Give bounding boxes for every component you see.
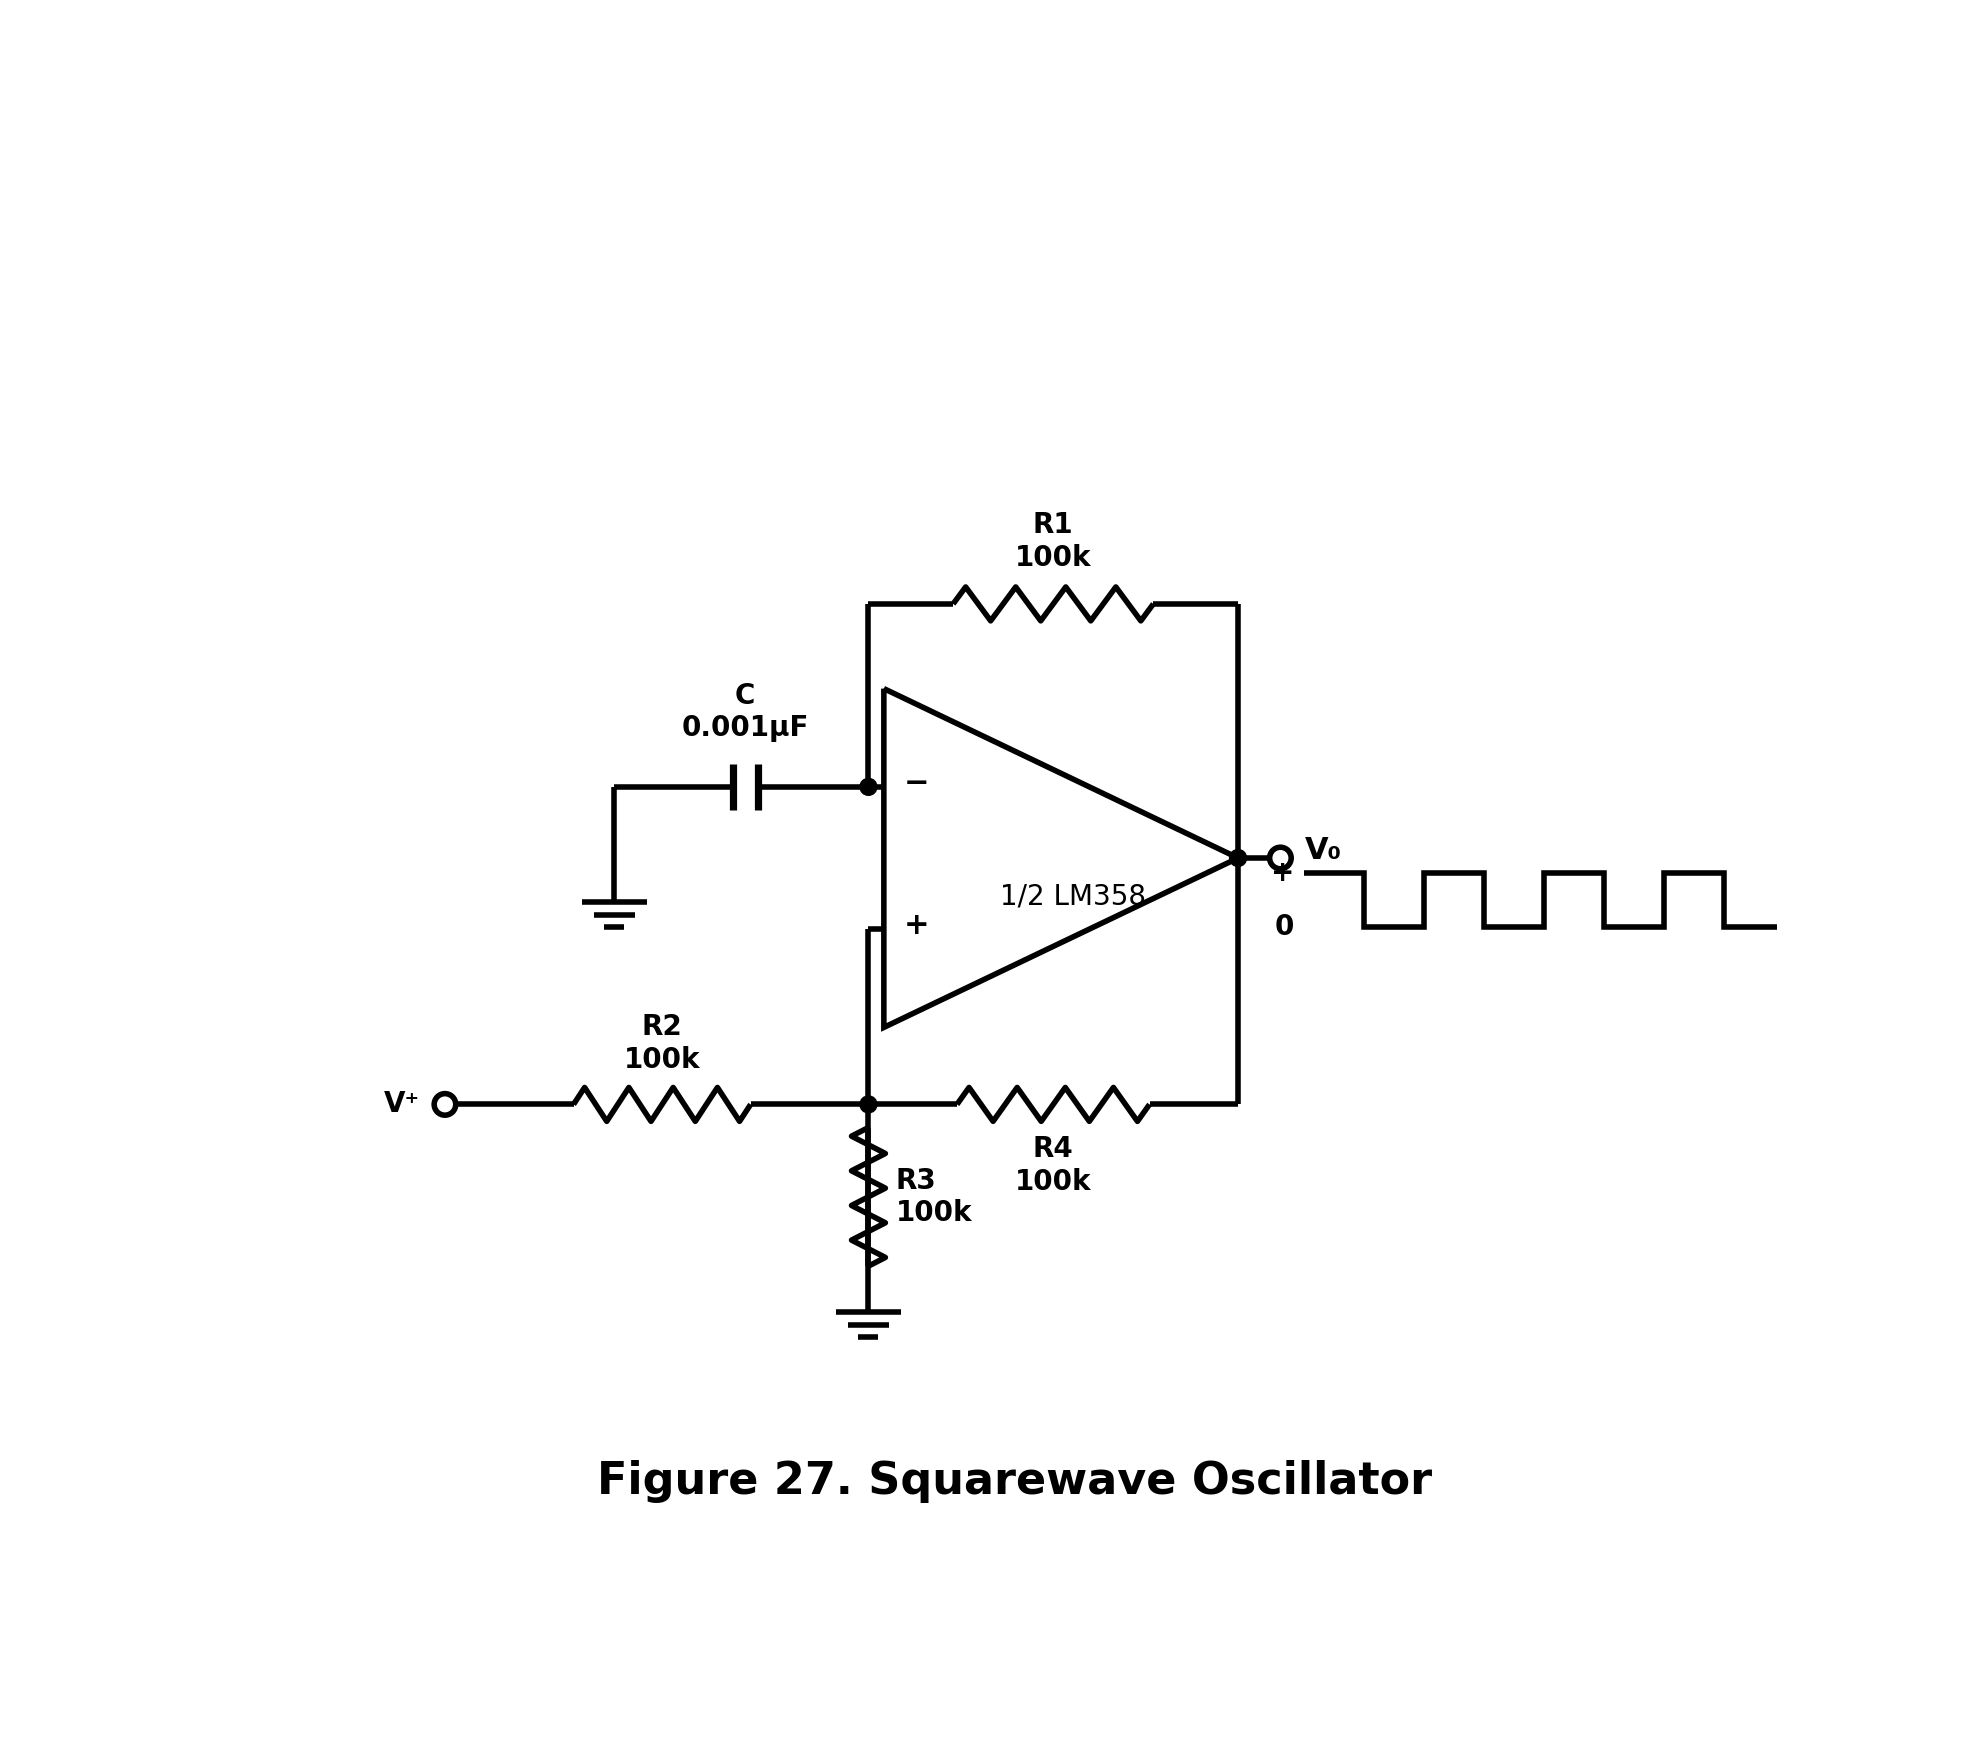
Text: V₀: V₀ [1305,836,1342,864]
Text: −: − [903,769,929,797]
Circle shape [1269,847,1291,869]
Text: R1
100k: R1 100k [1016,510,1091,572]
Text: Figure 27. Squarewave Oscillator: Figure 27. Squarewave Oscillator [598,1461,1432,1503]
Text: V⁺: V⁺ [384,1091,420,1118]
Circle shape [859,1096,877,1112]
Text: 0: 0 [1275,913,1295,942]
Text: 1/2 LM358: 1/2 LM358 [1000,882,1146,910]
Circle shape [1230,850,1247,866]
Text: C
0.001μF: C 0.001μF [681,681,810,743]
Text: +: + [1271,859,1295,887]
Circle shape [434,1093,455,1116]
Text: R2
100k: R2 100k [624,1014,701,1074]
Circle shape [859,778,877,796]
Text: R4
100k: R4 100k [1016,1135,1091,1195]
Text: R3
100k: R3 100k [895,1167,972,1227]
Text: +: + [903,910,929,940]
